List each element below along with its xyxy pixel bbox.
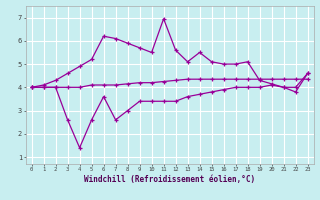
X-axis label: Windchill (Refroidissement éolien,°C): Windchill (Refroidissement éolien,°C) — [84, 175, 255, 184]
